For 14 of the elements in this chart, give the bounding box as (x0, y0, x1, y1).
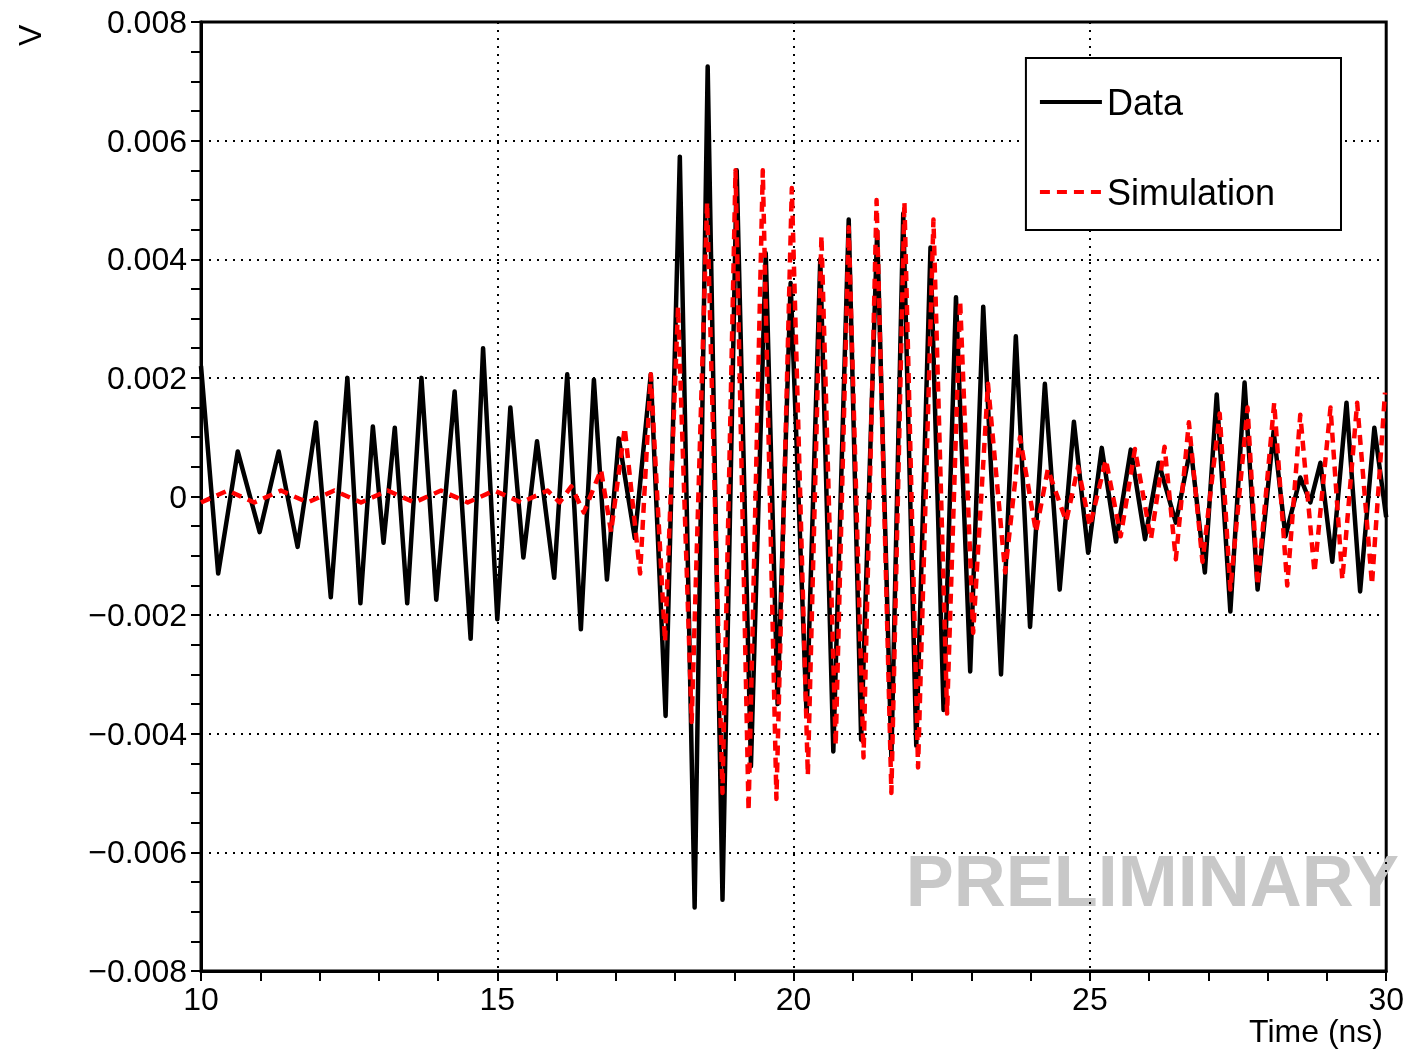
y-tick-label: 0.002 (106, 359, 187, 396)
y-tick-label: 0.006 (106, 122, 187, 159)
legend-label: Data (1106, 81, 1184, 123)
legend-label: Simulation (1106, 171, 1276, 213)
x-tick-label: 15 (479, 981, 516, 1017)
y-tick-label: −0.002 (88, 597, 187, 634)
y-tick-label: −0.006 (88, 834, 187, 871)
y-tick-label: 0.008 (106, 4, 187, 40)
x-tick-label: 20 (775, 981, 812, 1017)
y-tick-label: 0 (169, 478, 187, 515)
y-tick-label: −0.004 (88, 715, 187, 752)
y-axis-title: V (12, 24, 48, 46)
x-tick-label: 25 (1072, 981, 1108, 1017)
y-tick-label: 0.004 (106, 241, 187, 278)
